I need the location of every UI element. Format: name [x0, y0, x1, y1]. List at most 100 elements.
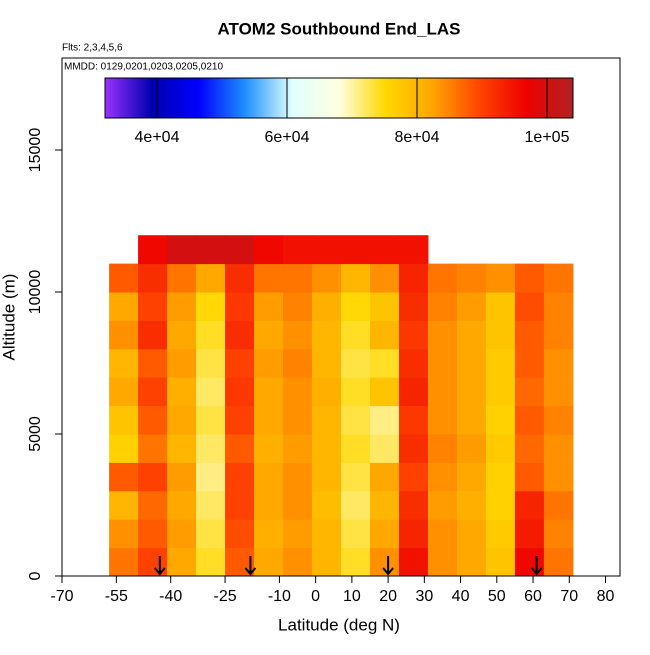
heatmap-cell [341, 547, 371, 577]
heatmap-cell [312, 547, 342, 577]
arrow [530, 556, 543, 576]
heatmap-cell [543, 519, 574, 549]
heatmap-cell [167, 547, 197, 577]
heatmap-cell [369, 462, 400, 492]
heatmap-cell [283, 348, 313, 378]
heatmap-cell [254, 519, 284, 549]
colorbar-tick-label: 8e+04 [395, 129, 440, 146]
heatmap-cell [167, 377, 197, 407]
heatmap-cell [456, 547, 487, 577]
heatmap-cell [485, 519, 516, 549]
heatmap-cell [283, 434, 313, 463]
heatmap-cell [514, 490, 545, 520]
heatmap-cell [398, 235, 429, 265]
heatmap-cell [167, 490, 197, 520]
heatmap-cell [225, 263, 255, 293]
heatmap-cell [109, 320, 139, 350]
heatmap-cell [283, 547, 313, 577]
heatmap-cell [427, 405, 458, 435]
heatmap-cell [398, 292, 429, 321]
heatmap-cell [341, 348, 371, 378]
heatmap-cell [341, 405, 371, 435]
heatmap-cell [225, 320, 255, 350]
heatmap-cell [254, 405, 284, 435]
heatmap-cell [543, 462, 574, 492]
heatmap-cell [427, 519, 458, 549]
heatmap-cell [456, 320, 487, 350]
heatmap-cell [427, 292, 458, 321]
heatmap-cell [543, 320, 574, 350]
heatmap-cell [109, 547, 139, 577]
heatmap-cell [485, 263, 516, 293]
heatmap-cell [138, 320, 168, 350]
heatmap-cell [138, 462, 168, 492]
heatmap-cell [283, 292, 313, 321]
heatmap-cell [398, 320, 429, 350]
heatmap-cell [312, 348, 342, 378]
annotation: MMDD: 0129,0201,0203,0205,0210 [64, 62, 223, 73]
heatmap-cell [138, 405, 168, 435]
heatmap-cell [167, 348, 197, 378]
heatmap-cell [254, 320, 284, 350]
heatmap-cell [341, 462, 371, 492]
heatmap-cell [196, 547, 226, 577]
heatmap-cell [485, 348, 516, 378]
heatmap-cell [341, 235, 371, 265]
heatmap-cell [254, 235, 284, 265]
heatmap-cell [254, 547, 284, 577]
x-tick-label: 80 [597, 588, 615, 605]
heatmap-cell [485, 405, 516, 435]
heatmap-cell [514, 320, 545, 350]
heatmap-cell [109, 490, 139, 520]
arrow [382, 556, 394, 576]
heatmap-cell [514, 348, 545, 378]
heatmap-cell [341, 434, 371, 463]
y-tick-label: 5000 [27, 416, 44, 452]
heatmap-cell [225, 405, 255, 435]
heatmap-cell [138, 292, 168, 321]
heatmap-cell [427, 462, 458, 492]
heatmap-cell [312, 263, 342, 293]
heatmap-cell [398, 377, 429, 407]
heatmap-cell [456, 377, 487, 407]
x-tick-label: -40 [159, 588, 182, 605]
heatmap-cell [369, 263, 400, 293]
heatmap-cell [456, 434, 487, 463]
heatmap-cell [341, 519, 371, 549]
heatmap-cell [109, 434, 139, 463]
heatmap-cell [196, 519, 226, 549]
heatmap-cell [254, 348, 284, 378]
heatmap-cell [398, 547, 429, 577]
heatmap-cell [369, 320, 400, 350]
heatmap-cell [485, 377, 516, 407]
heatmap-cell [369, 292, 400, 321]
heatmap-cell [543, 377, 574, 407]
heatmap-cell [427, 490, 458, 520]
heatmap-cell [514, 292, 545, 321]
heatmap-cell [312, 490, 342, 520]
heatmap-cell [196, 462, 226, 492]
heatmap-cell [138, 348, 168, 378]
x-axis-title: Latitude (deg N) [278, 615, 400, 634]
heatmap-cell [138, 377, 168, 407]
heatmap-cell [283, 490, 313, 520]
heatmap-cell [456, 405, 487, 435]
x-tick-label: 60 [524, 588, 542, 605]
heatmap-cell [254, 462, 284, 492]
heatmap-cell [283, 405, 313, 435]
heatmap-cell [254, 490, 284, 520]
heatmap-cell [312, 292, 342, 321]
heatmap-cell [341, 490, 371, 520]
heatmap-cell [485, 547, 516, 577]
heatmap-cell [167, 462, 197, 492]
heatmap-cell [543, 292, 574, 321]
heatmap-cell [312, 320, 342, 350]
heatmap-cell [167, 405, 197, 435]
heatmap-cell [369, 377, 400, 407]
heatmap-cell [369, 405, 400, 435]
heatmap-cell [109, 377, 139, 407]
heatmap-cell [369, 348, 400, 378]
heatmap-cell [398, 519, 429, 549]
heatmap-cell [196, 434, 226, 463]
heatmap-cell [283, 462, 313, 492]
